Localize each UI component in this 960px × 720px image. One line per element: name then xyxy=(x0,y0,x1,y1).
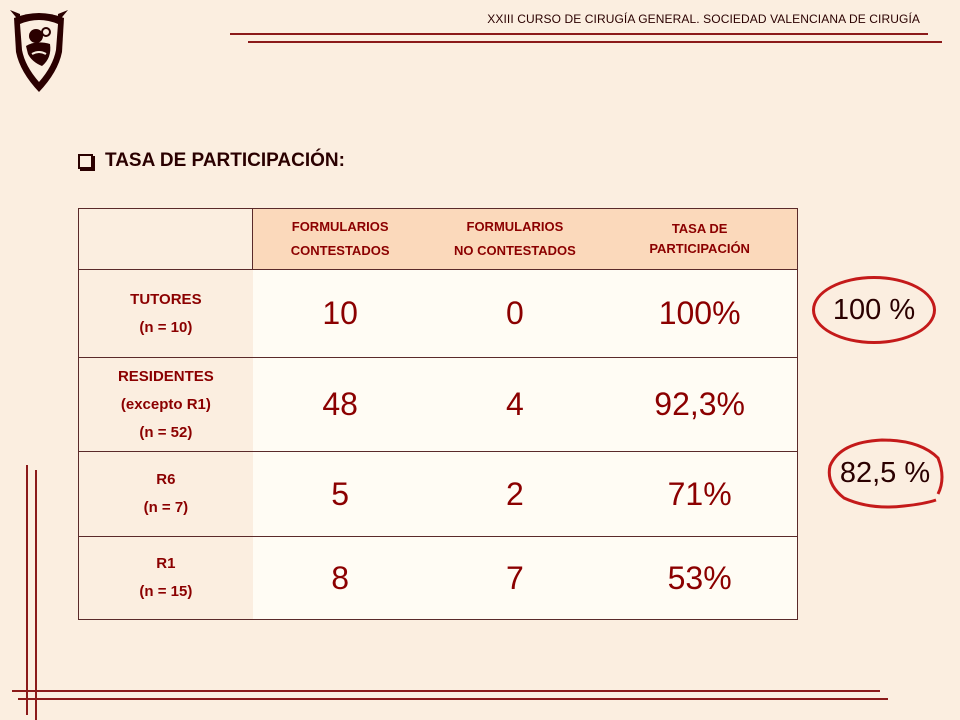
residentes-total-value: 82,5 % xyxy=(839,456,931,489)
column-header-line: NO CONTESTADOS xyxy=(453,243,576,258)
section-heading-text: TASA DE PARTICIPACIÓN: xyxy=(105,150,345,171)
value-no-contestados: 4 xyxy=(427,358,603,451)
participation-table: FORMULARIOS CONTESTADOS FORMULARIOS NO C… xyxy=(78,208,798,620)
frame-line-vertical xyxy=(35,470,37,720)
value-no-contestados: 7 xyxy=(427,537,603,619)
header-rule-bottom xyxy=(248,41,942,43)
row-divider xyxy=(79,269,797,270)
column-header-line: CONTESTADOS xyxy=(290,243,390,258)
row-label: RESIDENTES (excepto R1) (n = 52) xyxy=(79,358,253,451)
value-contestados: 48 xyxy=(252,358,428,451)
row-label-line: (n = 52) xyxy=(139,423,193,441)
society-logo-icon xyxy=(6,6,72,94)
row-label-line: R6 xyxy=(156,471,176,488)
frame-line-horizontal xyxy=(18,698,888,700)
table-row: R6 (n = 7) 5 2 71% xyxy=(79,452,797,536)
column-header-tasa: TASA DE PARTICIPACIÓN xyxy=(602,209,797,269)
column-header-line: FORMULARIOS xyxy=(291,219,389,234)
table-row: R1 (n = 15) 8 7 53% xyxy=(79,537,797,619)
value-tasa: 92,3% xyxy=(602,358,797,451)
row-label-line: (n = 10) xyxy=(139,318,193,336)
row-label-line: (n = 15) xyxy=(139,583,193,600)
frame-line-horizontal xyxy=(12,690,880,692)
table-row: RESIDENTES (excepto R1) (n = 52) 48 4 92… xyxy=(79,358,797,451)
table-header-row: FORMULARIOS CONTESTADOS FORMULARIOS NO C… xyxy=(79,209,797,269)
tutores-total-value: 100 % xyxy=(832,293,916,326)
value-tasa: 53% xyxy=(602,537,797,619)
tutores-total-badge: 100 % xyxy=(812,276,936,344)
column-header-no-contestados: FORMULARIOS NO CONTESTADOS xyxy=(427,209,603,269)
frame-line-vertical xyxy=(26,465,28,715)
row-divider xyxy=(79,536,797,537)
row-label: R6 (n = 7) xyxy=(79,452,253,536)
row-label: TUTORES (n = 10) xyxy=(79,270,253,357)
row-label-line: R1 xyxy=(156,555,176,572)
value-contestados: 10 xyxy=(252,270,428,357)
row-divider xyxy=(79,451,797,452)
column-header-line: PARTICIPACIÓN xyxy=(649,241,750,256)
value-tasa: 71% xyxy=(602,452,797,536)
row-label-line: (excepto R1) xyxy=(120,395,211,413)
section-heading: TASA DE PARTICIPACIÓN: xyxy=(78,150,345,172)
column-header-contestados: FORMULARIOS CONTESTADOS xyxy=(252,209,428,269)
row-label-line: RESIDENTES xyxy=(117,367,214,385)
value-contestados: 8 xyxy=(252,537,428,619)
table-row: TUTORES (n = 10) 10 0 100% xyxy=(79,270,797,357)
column-header-line: TASA DE xyxy=(671,221,728,236)
table-corner-cell xyxy=(79,209,253,269)
course-header-title: XXIII CURSO DE CIRUGÍA GENERAL. SOCIEDAD… xyxy=(487,12,920,26)
column-header-line: FORMULARIOS xyxy=(466,219,564,234)
row-divider xyxy=(79,357,797,358)
value-tasa: 100% xyxy=(602,270,797,357)
residentes-total-badge: 82,5 % xyxy=(820,436,950,510)
value-no-contestados: 2 xyxy=(427,452,603,536)
open-circle-icon xyxy=(827,438,944,509)
value-no-contestados: 0 xyxy=(427,270,603,357)
header-rule-top xyxy=(230,33,928,35)
checkbox-bullet-icon xyxy=(78,153,93,169)
value-contestados: 5 xyxy=(252,452,428,536)
row-label-line: (n = 7) xyxy=(143,499,189,516)
row-label-line: TUTORES xyxy=(130,290,202,308)
row-label: R1 (n = 15) xyxy=(79,537,253,619)
